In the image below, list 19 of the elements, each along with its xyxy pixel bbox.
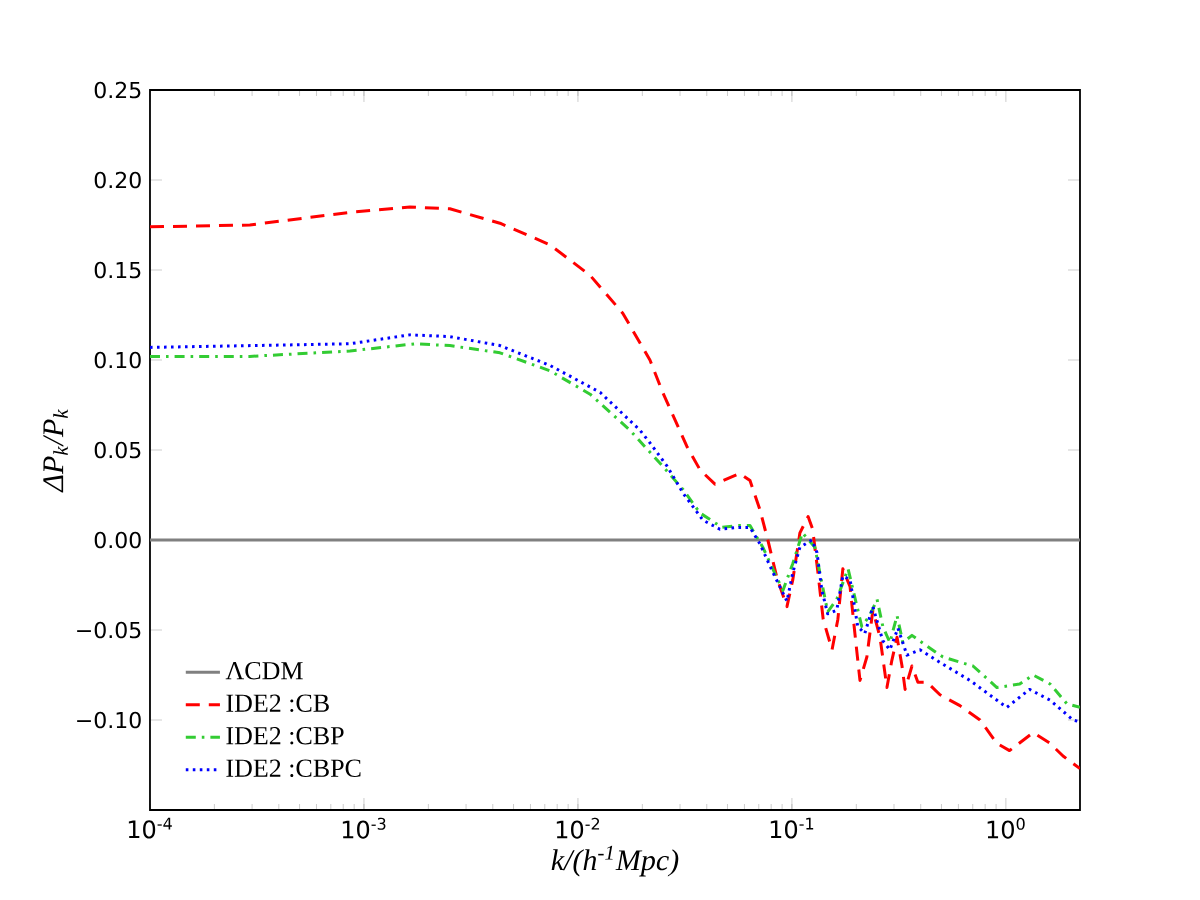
x-tick-label: 10$^{-3}$ <box>342 817 386 839</box>
x-tick-label: 10$^{0}$ <box>987 817 1025 839</box>
x-axis-title: k/(h$^{-1}$Mpc) <box>551 845 679 877</box>
legend-label: ΛCDM <box>225 661 303 680</box>
y-tick-label: 0.15 <box>94 261 141 279</box>
y-tick-label: 0.25 <box>94 81 141 99</box>
legend-label: IDE2 :CBP <box>226 726 344 745</box>
legend-label: IDE2 :CBPC <box>226 759 361 778</box>
y-tick-label: 0.10 <box>94 351 141 369</box>
legend-label: IDE2 :CB <box>226 694 329 713</box>
y-tick-label: 0.20 <box>94 171 141 189</box>
x-tick-label: 10$^{-1}$ <box>770 817 814 839</box>
y-tick-label: −0.05 <box>77 621 141 639</box>
x-tick-label: 10$^{-4}$ <box>128 817 172 839</box>
y-tick-label: −0.10 <box>77 711 141 729</box>
y-tick-label: 0.00 <box>94 531 141 549</box>
y-axis-title: ΔP$_{k}$/P$_{k}$ <box>43 409 68 493</box>
x-tick-label: 10$^{-2}$ <box>556 817 600 839</box>
y-tick-label: 0.05 <box>94 441 141 459</box>
